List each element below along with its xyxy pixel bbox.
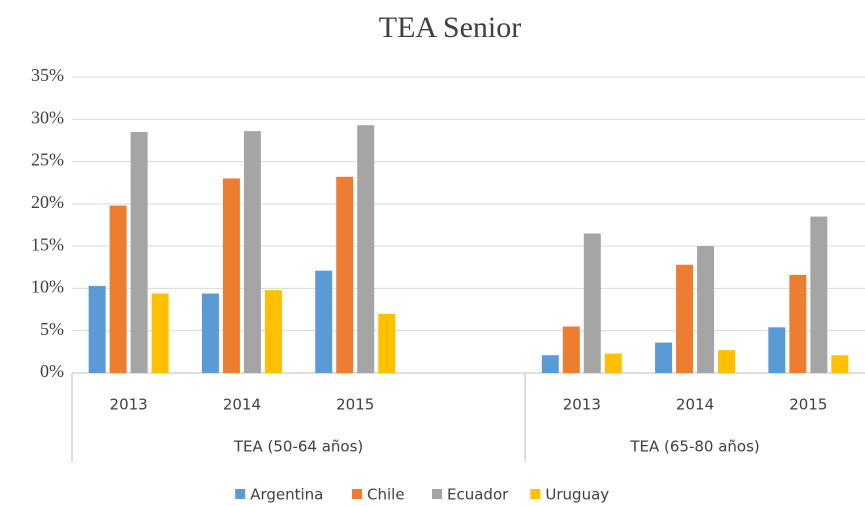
legend-swatch <box>235 489 246 499</box>
bar <box>768 327 786 373</box>
bar <box>336 176 354 373</box>
bar <box>378 313 396 373</box>
bar <box>831 355 849 373</box>
bar <box>676 264 694 373</box>
bar <box>88 285 106 373</box>
bar <box>655 342 673 373</box>
bar <box>151 293 169 373</box>
bar <box>222 178 240 373</box>
x-tick-label: 2014 <box>223 396 261 414</box>
y-tick-label: 5% <box>40 319 64 339</box>
group-label: TEA (65-80 años) <box>629 438 759 456</box>
bar <box>264 290 282 373</box>
x-tick-label: 2013 <box>563 396 601 414</box>
bar <box>583 233 601 373</box>
chart-title: TEA Senior <box>379 11 522 44</box>
bar <box>810 216 828 373</box>
y-tick-label: 10% <box>31 277 64 297</box>
bar <box>562 326 580 373</box>
legend-label: Argentina <box>250 486 323 504</box>
bar <box>315 270 333 373</box>
x-tick-label: 2013 <box>110 396 148 414</box>
legend-swatch <box>530 489 541 499</box>
bar <box>130 131 148 373</box>
legend-label: Ecuador <box>447 486 509 504</box>
y-tick-label: 35% <box>31 65 64 85</box>
group-label: TEA (50-64 años) <box>233 438 363 456</box>
x-tick-label: 2015 <box>336 396 374 414</box>
bar <box>201 293 219 373</box>
bar <box>789 274 807 373</box>
y-tick-label: 25% <box>31 150 64 170</box>
legend-label: Chile <box>367 486 405 504</box>
y-tick-label: 0% <box>40 361 64 381</box>
bar <box>109 205 127 373</box>
bar <box>718 350 736 373</box>
bar <box>604 353 622 373</box>
bar <box>357 125 375 373</box>
bar <box>697 246 715 373</box>
legend-swatch <box>432 489 442 499</box>
legend-label: Uruguay <box>545 486 609 504</box>
x-tick-label: 2015 <box>789 396 827 414</box>
y-tick-label: 20% <box>31 192 64 212</box>
legend-swatch <box>352 489 362 499</box>
y-tick-label: 15% <box>31 234 64 254</box>
x-tick-label: 2014 <box>676 396 714 414</box>
bar <box>541 355 559 373</box>
y-tick-label: 30% <box>31 107 64 127</box>
bar <box>243 131 261 373</box>
